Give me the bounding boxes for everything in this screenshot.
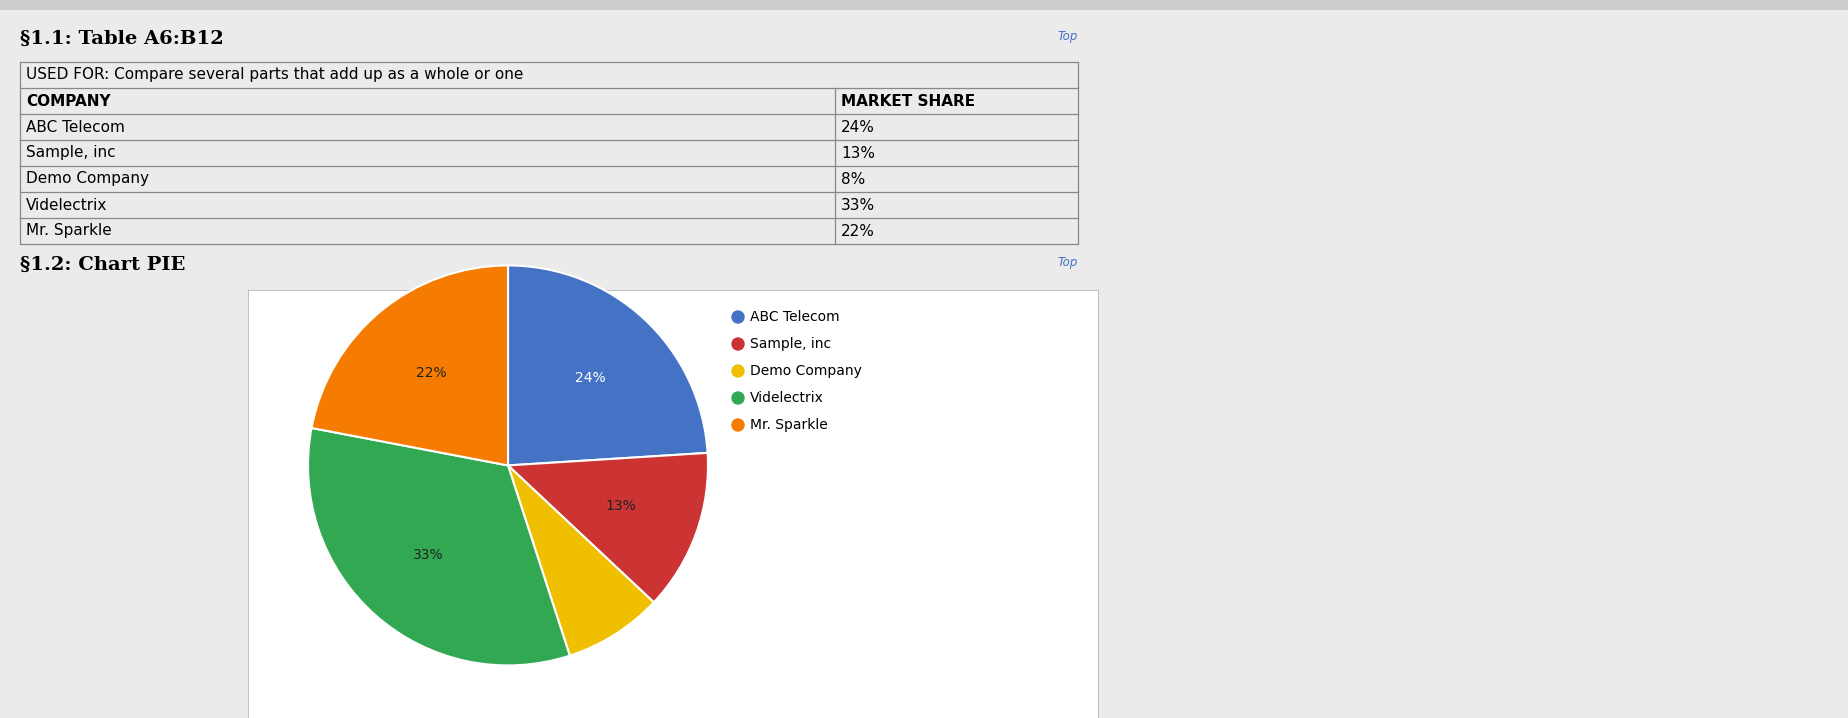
Bar [248, 290, 1098, 718]
Text: 24%: 24% [575, 371, 604, 385]
Text: Mr. Sparkle: Mr. Sparkle [750, 418, 828, 432]
Text: Videlectrix: Videlectrix [26, 197, 107, 213]
Text: 33%: 33% [414, 549, 444, 562]
Wedge shape [508, 465, 654, 656]
Text: Top: Top [1057, 256, 1077, 269]
Text: USED FOR: Compare several parts that add up as a whole or one: USED FOR: Compare several parts that add… [26, 67, 523, 83]
Text: §1.2: Chart PIE: §1.2: Chart PIE [20, 256, 185, 274]
Text: Demo Company: Demo Company [26, 172, 150, 187]
Wedge shape [508, 453, 708, 602]
Circle shape [732, 365, 743, 377]
Circle shape [732, 392, 743, 404]
Text: 13%: 13% [841, 146, 874, 161]
Text: 8%: 8% [841, 172, 865, 187]
Wedge shape [508, 266, 708, 465]
Circle shape [732, 338, 743, 350]
Text: 22%: 22% [841, 223, 874, 238]
Wedge shape [309, 428, 569, 666]
Text: ABC Telecom: ABC Telecom [750, 310, 839, 324]
Text: MARKET SHARE: MARKET SHARE [841, 93, 974, 108]
Text: Sample, inc: Sample, inc [26, 146, 116, 161]
Bar [0, 0, 1848, 10]
Text: Sample, inc: Sample, inc [750, 337, 830, 351]
Text: Top: Top [1057, 30, 1077, 43]
Wedge shape [310, 266, 508, 465]
Text: 33%: 33% [841, 197, 874, 213]
Text: 13%: 13% [604, 499, 636, 513]
Circle shape [732, 419, 743, 431]
Bar [20, 62, 1077, 244]
Text: ABC Telecom: ABC Telecom [26, 119, 126, 134]
Text: 24%: 24% [841, 119, 874, 134]
Text: Mr. Sparkle: Mr. Sparkle [26, 223, 111, 238]
Text: §1.1: Table A6:B12: §1.1: Table A6:B12 [20, 30, 224, 48]
Text: 22%: 22% [416, 366, 447, 380]
Circle shape [732, 311, 743, 323]
Text: COMPANY: COMPANY [26, 93, 111, 108]
Text: Demo Company: Demo Company [750, 364, 861, 378]
Text: Videlectrix: Videlectrix [750, 391, 824, 405]
